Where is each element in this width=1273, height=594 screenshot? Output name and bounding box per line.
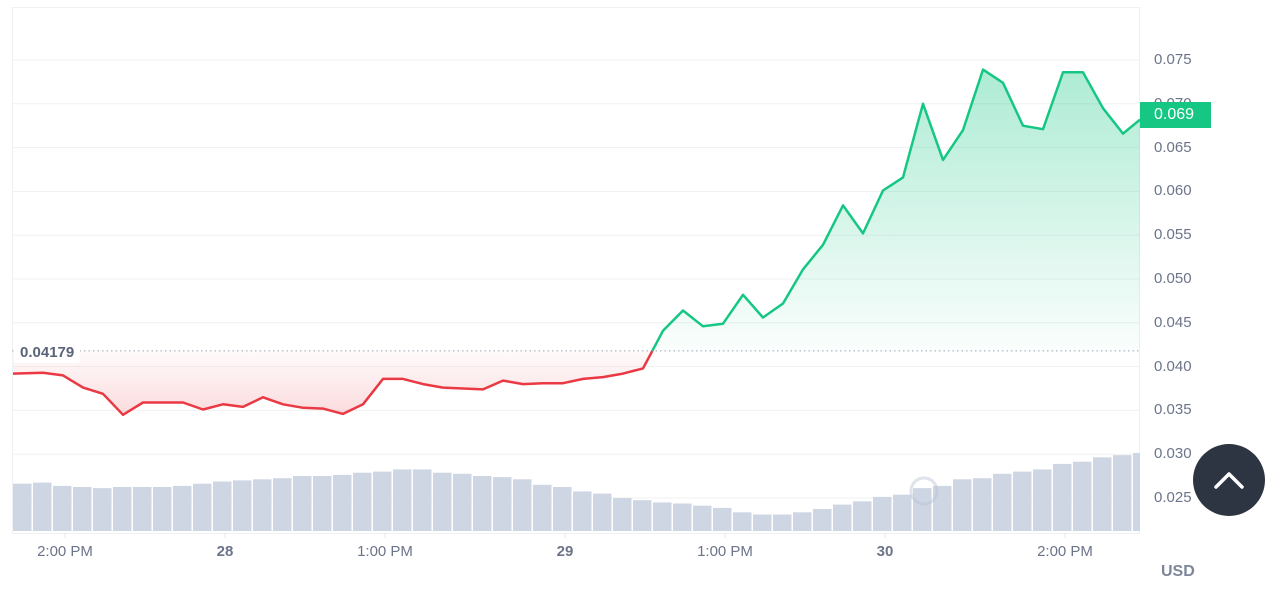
x-axis-ticks [64,533,1066,538]
y-tick-label: 0.075 [1154,51,1192,68]
x-tick-label: 30 [876,543,894,560]
y-tick-label: 0.030 [1154,445,1192,463]
chevron-up-icon [1214,472,1244,489]
current-price-tag: 0.069 [1140,102,1211,128]
x-tick-label: 29 [556,543,574,560]
y-tick-label: 0.035 [1154,401,1192,419]
price-line [12,68,1140,417]
x-tick-label: 1:00 PM [697,543,753,560]
reference-price-label: 0.04179 [14,342,81,363]
y-tick-label: 0.060 [1154,182,1192,200]
y-tick-label: 0.025 [1154,489,1192,506]
x-tick-label: 2:00 PM [1037,543,1093,560]
x-tick-label: 1:00 PM [357,543,413,560]
watermark-logo-icon [909,476,939,506]
volume-bars [13,452,1140,531]
y-tick-label: 0.040 [1154,357,1192,375]
x-tick-label: 2:00 PM [37,543,93,560]
y-tick-label: 0.065 [1154,138,1192,156]
y-tick-label: 0.045 [1154,313,1192,331]
x-tick-label: 28 [216,543,234,560]
y-tick-label: 0.050 [1154,270,1192,287]
y-tick-label: 0.055 [1154,226,1192,244]
scroll-to-top-button[interactable] [1193,444,1265,516]
currency-label: USD [1161,563,1195,580]
